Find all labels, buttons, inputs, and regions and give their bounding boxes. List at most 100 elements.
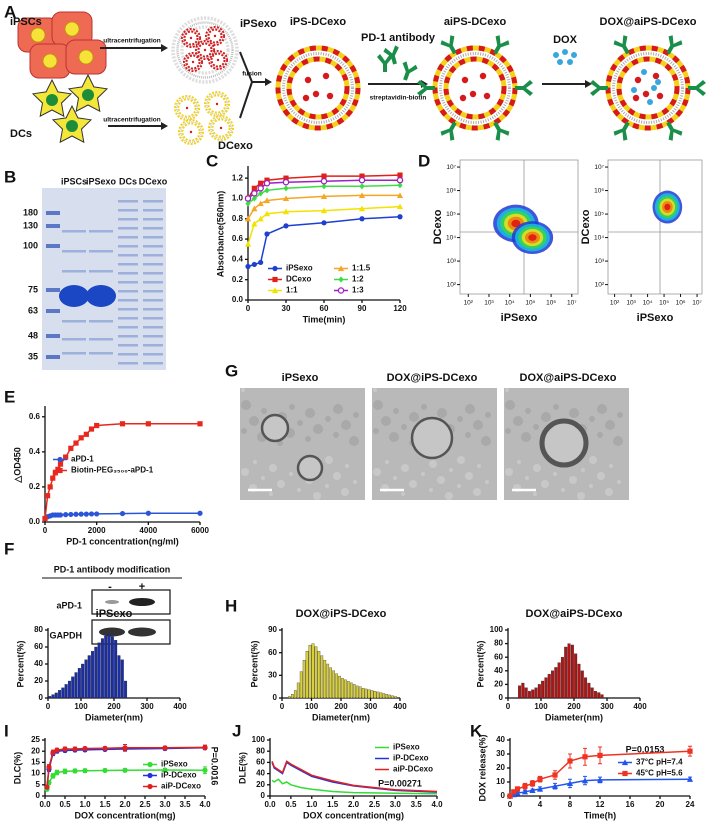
tem-image: [240, 388, 365, 500]
histogram-bar: [344, 679, 347, 699]
marker: [73, 511, 79, 517]
legend-label: aPD-1: [71, 455, 94, 464]
panel-label: G: [225, 361, 238, 380]
cargo: [469, 90, 477, 98]
y-tick-label: 20: [496, 763, 505, 772]
texture: [449, 468, 453, 472]
marker: [244, 215, 252, 222]
texture: [533, 492, 537, 496]
band: [118, 254, 138, 257]
legend-label: aiP-DCexo: [393, 765, 433, 774]
band: [118, 335, 138, 338]
y-tick-label: 10⁷: [594, 164, 604, 171]
marker: [263, 210, 271, 217]
y-axis-label: DLE(%): [237, 752, 247, 784]
vesicle-edge: [410, 416, 454, 460]
marker: [102, 767, 108, 774]
texture: [473, 488, 481, 496]
marker: [521, 788, 529, 795]
marker: [622, 770, 628, 777]
nucleus: [42, 53, 58, 69]
x-tick-label: 300: [364, 702, 378, 711]
lipid-tails: [206, 27, 224, 45]
y-tick-label: 80: [494, 639, 503, 648]
x-tick-label: 1.5: [99, 800, 111, 809]
x-tick-label: 3.5: [179, 800, 191, 809]
x-tick-label: 4000: [139, 526, 157, 535]
texture: [541, 412, 551, 422]
marker-band: [46, 244, 60, 248]
y-tick-label: 40: [256, 769, 265, 778]
x-tick-label: 90: [358, 304, 367, 313]
texture: [313, 492, 321, 500]
faint-band: [89, 250, 113, 253]
marker: [68, 445, 74, 451]
band: [143, 200, 163, 203]
histogram-bar: [597, 692, 601, 699]
histogram-bar: [373, 691, 377, 699]
x-tick-label: 100: [74, 702, 88, 711]
blot-title: PD-1 antibody modification: [54, 564, 171, 574]
histogram-bar: [382, 693, 386, 699]
histogram-bar: [551, 670, 555, 699]
marker: [78, 511, 84, 517]
texture: [333, 432, 339, 438]
arrow-head: [585, 80, 592, 88]
antibody-shape: [440, 121, 457, 141]
x-tick-label: 10²: [610, 300, 620, 307]
annotation: P=0.0016: [210, 747, 220, 786]
x-tick-label: 400: [173, 702, 187, 711]
nucleus: [66, 120, 78, 132]
lipid-tails: [439, 52, 511, 124]
marker: [122, 745, 128, 751]
x-axis-label: Time(min): [303, 314, 346, 324]
histogram-bar: [370, 690, 374, 699]
band: [143, 236, 163, 239]
histogram-bar: [557, 662, 561, 699]
histogram-bar: [74, 672, 78, 699]
lipid-tails: [210, 117, 232, 139]
y-tick-label: 5: [36, 780, 41, 789]
texture: [393, 476, 397, 480]
x-tick-label: 10³: [626, 300, 636, 307]
nucleus: [30, 27, 46, 43]
series-line: [271, 778, 438, 795]
marker: [537, 776, 543, 782]
marker: [272, 265, 278, 272]
marker: [197, 510, 203, 516]
y-tick-label: 10⁴: [594, 234, 604, 241]
texture: [569, 408, 579, 418]
x-tick-label: 10³: [484, 300, 494, 307]
x-tick-label: 0.5: [285, 800, 297, 809]
y-tick-label: 0.0: [29, 517, 41, 526]
band: [143, 281, 163, 284]
marker: [88, 426, 95, 432]
cargo: [652, 72, 660, 80]
x-tick-label: 300: [600, 702, 614, 711]
texture: [597, 432, 603, 438]
histogram-bar: [385, 694, 389, 699]
antibody: [688, 80, 706, 96]
texture: [473, 420, 483, 430]
marker: [57, 461, 64, 467]
marker: [57, 512, 64, 518]
label: fusion: [242, 71, 262, 78]
legend-label: iP-DCexo: [393, 754, 429, 763]
texture: [261, 476, 265, 480]
antibody: [402, 61, 418, 81]
lipid-tails: [184, 53, 202, 71]
legend-label: 1:1: [286, 286, 298, 295]
histogram-bar: [317, 651, 321, 699]
faint-band: [62, 338, 86, 341]
label: PD-1 antibody: [361, 32, 436, 44]
marker: [283, 223, 289, 229]
histogram-bar: [600, 694, 604, 699]
lipid-outer: [208, 115, 234, 141]
antibody-shape: [666, 35, 683, 55]
y-tick-label: 0: [39, 693, 44, 702]
lipid-red: [275, 45, 361, 131]
annotation: P=0.00271: [378, 778, 422, 788]
dox-dot: [631, 87, 637, 93]
band: [143, 290, 163, 293]
marker: [272, 276, 278, 283]
